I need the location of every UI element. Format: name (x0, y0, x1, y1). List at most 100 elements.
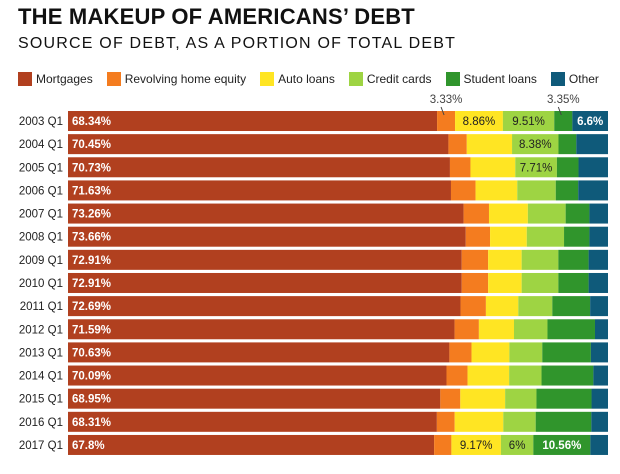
y-tick-label: 2003 Q1 (19, 116, 63, 128)
bar-revolving-home-equity (449, 157, 471, 178)
y-tick-label: 2013 Q1 (19, 347, 63, 359)
bar-other (588, 272, 608, 293)
bar-other (594, 319, 608, 340)
chart-subtitle: SOURCE OF DEBT, AS A PORTION OF TOTAL DE… (18, 35, 457, 52)
bar-revolving-home-equity (454, 319, 479, 340)
bar-mortgages (68, 203, 464, 224)
bar-student-loans (558, 272, 589, 293)
bar-student-loans (558, 134, 577, 155)
bar-credit-cards (526, 226, 565, 247)
bar-credit-cards (503, 411, 536, 432)
data-label: 6% (509, 440, 526, 452)
y-tick-label: 2006 Q1 (19, 185, 63, 197)
y-tick-label: 2005 Q1 (19, 162, 63, 174)
data-label: 7.71% (520, 162, 553, 174)
bar-auto-loans (471, 342, 510, 363)
bar-revolving-home-equity (446, 365, 468, 386)
legend-item-mortgages: Mortgages (18, 72, 93, 86)
y-tick-label: 2007 Q1 (19, 209, 63, 221)
bar-mortgages (68, 111, 438, 131)
bar-student-loans (533, 434, 591, 455)
bar-other (576, 134, 608, 155)
bar-student-loans (554, 111, 573, 131)
bar-mortgages (68, 157, 450, 178)
data-label: 70.09% (72, 371, 111, 383)
bar-student-loans (542, 342, 591, 363)
bar-mortgages (68, 319, 455, 340)
bar-credit-cards (512, 134, 559, 155)
data-label: 68.95% (72, 394, 111, 406)
bar-other (572, 111, 608, 131)
bar-other (589, 226, 608, 247)
legend-swatch (260, 72, 275, 86)
bar-student-loans (564, 226, 590, 247)
bar-other (578, 180, 608, 201)
bar-credit-cards (509, 365, 542, 386)
bar-auto-loans (488, 249, 522, 270)
bar-revolving-home-equity (449, 342, 472, 363)
bar-student-loans (535, 411, 592, 432)
data-label: 72.91% (72, 278, 111, 290)
y-tick-label: 2011 Q1 (20, 301, 63, 313)
data-label: 73.26% (72, 209, 111, 221)
bar-auto-loans (454, 411, 504, 432)
data-label: 68.31% (72, 417, 111, 429)
bar-other (590, 296, 608, 317)
legend-swatch (348, 72, 363, 86)
bar-credit-cards (509, 342, 543, 363)
bar-credit-cards (513, 319, 548, 340)
bar-credit-cards (527, 203, 566, 224)
bar-auto-loans (470, 157, 516, 178)
bar-mortgages (68, 226, 466, 247)
bar-student-loans (541, 365, 594, 386)
y-tick-label: 2004 Q1 (19, 139, 63, 151)
legend-label: Other (568, 72, 599, 86)
bar-mortgages (68, 388, 441, 409)
bar-student-loans (536, 388, 592, 409)
data-label: 67.8% (72, 440, 105, 452)
bar-mortgages (68, 411, 437, 432)
bar-credit-cards (518, 296, 553, 317)
bar-other (590, 342, 608, 363)
legend-label: Auto loans (278, 72, 335, 86)
chart-legend: Mortgages Revolving home equity Auto loans… (18, 72, 613, 86)
y-tick-label: 2017 Q1 (19, 440, 63, 452)
bar-revolving-home-equity (434, 434, 452, 455)
bar-revolving-home-equity (436, 411, 455, 432)
bar-auto-loans (451, 434, 501, 455)
bar-revolving-home-equity (460, 296, 486, 317)
callout-leader-line (557, 106, 562, 116)
bar-credit-cards (517, 180, 556, 201)
bar-revolving-home-equity (461, 272, 489, 293)
data-label: 10.56% (542, 440, 581, 452)
data-label: 73.66% (72, 232, 111, 244)
bar-auto-loans (466, 134, 513, 155)
bar-mortgages (68, 434, 435, 455)
bar-mortgages (68, 134, 449, 155)
bar-other (591, 388, 608, 409)
bar-auto-loans (485, 296, 519, 317)
bar-other (593, 365, 608, 386)
legend-label: Mortgages (36, 72, 93, 86)
bar-auto-loans (488, 272, 522, 293)
bar-revolving-home-equity (465, 226, 491, 247)
y-tick-label: 2009 Q1 (19, 255, 63, 267)
legend-swatch (106, 72, 121, 86)
data-label: 72.69% (72, 301, 111, 313)
bar-mortgages (68, 296, 461, 317)
bar-auto-loans (478, 319, 514, 340)
bar-revolving-home-equity (463, 203, 489, 224)
legend-item-other: Other (550, 72, 599, 86)
data-label: 8.86% (463, 116, 496, 128)
y-tick-label: 2015 Q1 (19, 394, 63, 406)
data-label: 71.63% (72, 185, 111, 197)
callout-leader-line (440, 106, 445, 116)
legend-item-credit-cards: Credit cards (348, 72, 432, 86)
legend-label: Credit cards (366, 72, 432, 86)
bar-student-loans (556, 157, 579, 178)
callout-label: 3.33% (430, 94, 463, 106)
bar-credit-cards (521, 249, 559, 270)
y-tick-label: 2016 Q1 (19, 417, 63, 429)
bar-other (590, 434, 608, 455)
legend-item-student-loans: Student loans (445, 72, 537, 86)
